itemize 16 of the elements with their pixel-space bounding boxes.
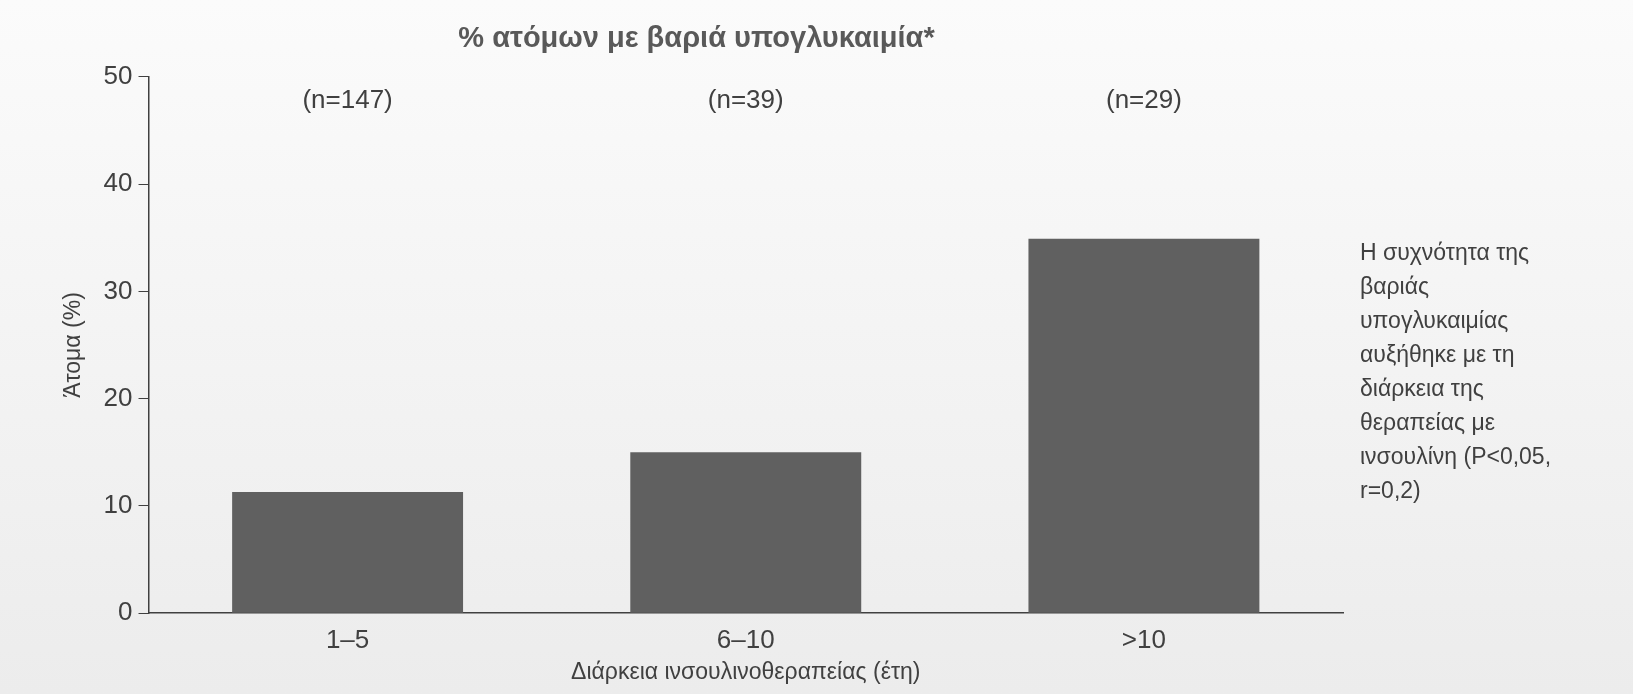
y-axis-title: Άτομα (%)	[59, 292, 86, 398]
chart-title: % ατόμων με βαριά υπογλυκαιμία*	[458, 21, 936, 54]
annotation: (n=29)	[1105, 83, 1182, 114]
x-tick-label: >10	[1121, 623, 1166, 654]
annotation: (n=147)	[302, 83, 393, 114]
y-tick-label: 0	[118, 596, 133, 627]
text: Η συχνότητα της βαριάς υπογλυκαιμίας αυξήθηκε με τη διάρκεια της θεραπείας με ινσουλίνη (P<0,05, r=0,2)	[1360, 238, 1553, 505]
y-tick-label: 50	[103, 59, 133, 90]
annotation: (n=39)	[707, 83, 784, 114]
x-tick-label: 1–5	[325, 623, 370, 654]
y-tick-label: 30	[103, 274, 133, 305]
y-tick-label: 20	[103, 381, 133, 412]
y-tick-label: 40	[103, 167, 133, 198]
x-tick-label: 6–10	[716, 623, 775, 654]
y-tick-label: 10	[103, 489, 133, 520]
x-axis-title: Διάρκεια ινσουλινοθεραπείας (έτη)	[571, 657, 921, 684]
